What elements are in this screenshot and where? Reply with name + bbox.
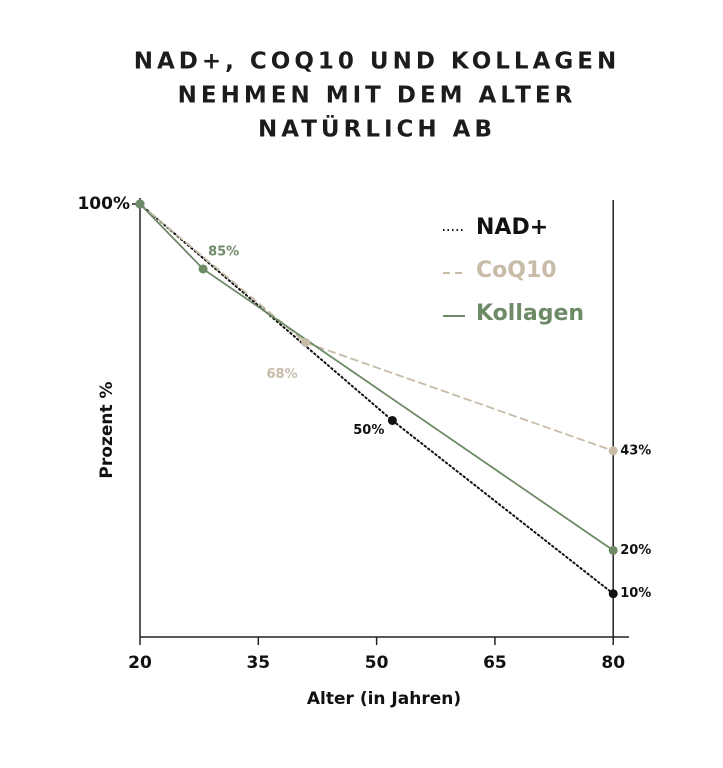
x-axis-label: Alter (in Jahren): [307, 689, 461, 709]
x-tick-label: 20: [128, 653, 152, 673]
data-label: 50%: [353, 423, 384, 438]
y-axis-label: Prozent %: [97, 381, 117, 478]
data-point: [301, 338, 311, 348]
chart-title: NAD+, COQ10 UND KOLLAGEN: [134, 49, 620, 75]
data-label: 85%: [208, 244, 239, 259]
data-point: [198, 264, 208, 274]
legend-label: CoQ10: [476, 258, 557, 283]
data-point: [135, 199, 145, 209]
data-label: 20%: [620, 543, 651, 558]
data-point: [608, 589, 618, 599]
x-tick-label: 80: [601, 653, 625, 673]
data-point: [387, 416, 397, 425]
data-label: 10%: [620, 586, 651, 601]
x-tick-label: 50: [365, 653, 389, 673]
chart-title: NEHMEN MIT DEM ALTER: [178, 83, 577, 109]
data-label: 68%: [267, 367, 298, 382]
data-point: [608, 545, 618, 555]
data-point: [608, 446, 618, 456]
data-label: 43%: [620, 443, 651, 458]
legend-label: Kollagen: [476, 301, 584, 326]
y-tick-label: 100%: [77, 194, 130, 214]
x-tick-label: 65: [483, 653, 507, 673]
chart-title: NATÜRLICH AB: [258, 115, 496, 143]
series-line: [139, 203, 615, 452]
legend-label: NAD+: [476, 215, 548, 240]
x-tick-label: 35: [246, 653, 270, 673]
